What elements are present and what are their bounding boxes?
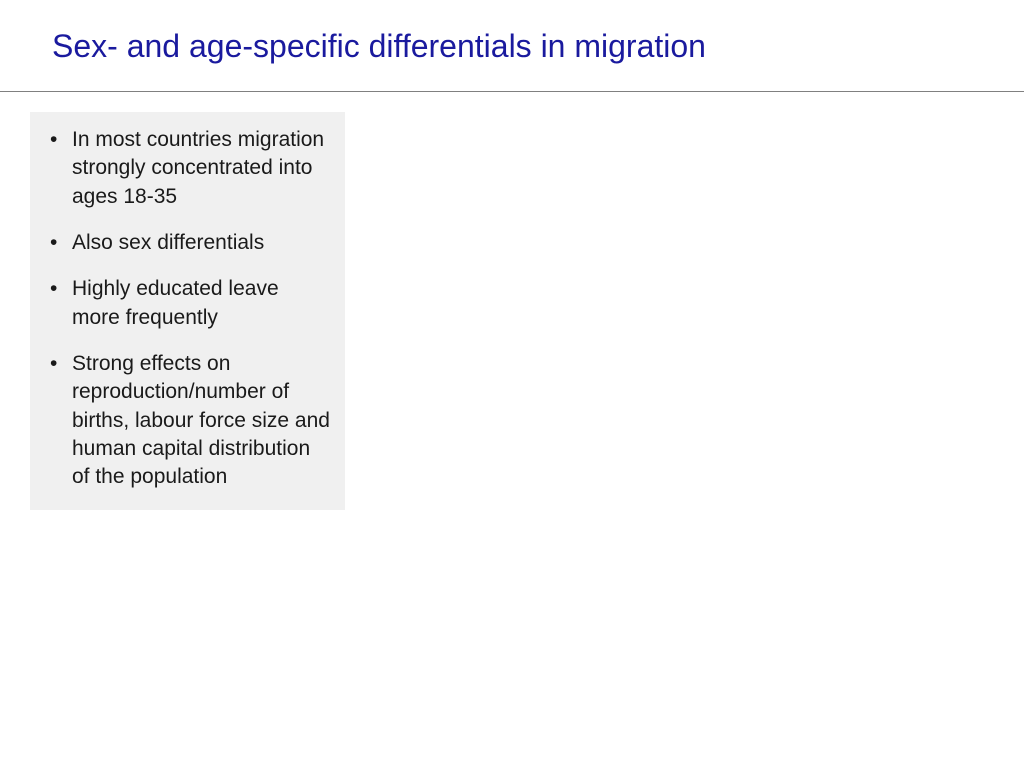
slide: Sex- and age-specific differentials in m… bbox=[0, 0, 1024, 768]
slide-title: Sex- and age-specific differentials in m… bbox=[0, 0, 1024, 65]
list-item: Highly educated leave more frequently bbox=[48, 275, 331, 332]
list-item: Also sex differentials bbox=[48, 229, 331, 257]
bullet-list: In most countries migration strongly con… bbox=[48, 126, 331, 492]
content-box: In most countries migration strongly con… bbox=[30, 112, 345, 510]
list-item: Strong effects on reproduction/number of… bbox=[48, 350, 331, 492]
list-item: In most countries migration strongly con… bbox=[48, 126, 331, 211]
divider bbox=[0, 91, 1024, 92]
